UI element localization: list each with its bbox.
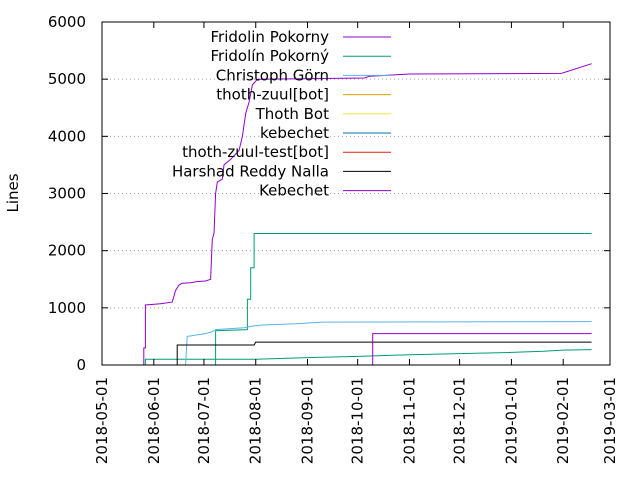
series-line-0: [143, 63, 592, 365]
legend-label: thoth-zuul[bot]: [216, 86, 329, 104]
legend-label: Kebechet: [259, 182, 329, 200]
legend-label: kebechet: [260, 124, 329, 142]
y-tick-label: 5000: [48, 70, 86, 88]
series-line-2: [185, 321, 592, 366]
series-line-1: [185, 233, 592, 366]
series-line-extra: [144, 349, 592, 365]
grid-lines: [102, 78, 610, 309]
y-tick-label: 2000: [48, 242, 86, 260]
x-tick-label: 2018-12-01: [451, 377, 469, 464]
y-axis-label: Lines: [4, 173, 22, 212]
y-tick-label: 4000: [48, 127, 86, 145]
legend-label: Fridolin Pokorny: [211, 28, 330, 46]
x-tick-label: 2018-10-01: [349, 377, 367, 464]
x-axis-ticks: 2018-05-01 2018-06-01 2018-07-01 2018-08-01…: [93, 22, 619, 464]
series-line-8: [372, 333, 592, 365]
y-tick-label: 3000: [48, 185, 86, 203]
y-tick-label: 0: [76, 356, 86, 374]
legend-label: Christoph Görn: [216, 66, 329, 84]
x-tick-label: 2019-01-01: [502, 377, 520, 464]
y-tick-label: 6000: [48, 13, 86, 31]
x-tick-label: 2019-03-01: [601, 377, 619, 464]
legend-label: Harshad Reddy Nalla: [172, 162, 329, 180]
x-tick-label: 2018-11-01: [400, 377, 418, 464]
x-tick-label: 2018-05-01: [93, 377, 111, 464]
legend-label: thoth-zuul-test[bot]: [182, 143, 329, 161]
legend-label: Thoth Bot: [255, 105, 329, 123]
series-line-7: [176, 341, 592, 365]
y-axis-ticks: 0 1000 2000 3000 4000 5000 6000: [48, 13, 610, 374]
x-tick-label: 2018-09-01: [299, 377, 317, 464]
x-tick-label: 2019-02-01: [554, 377, 572, 464]
x-tick-label: 2018-07-01: [195, 377, 213, 464]
x-tick-label: 2018-08-01: [247, 377, 265, 464]
legend-label: Fridolín Pokorný: [211, 47, 330, 65]
x-tick-label: 2018-06-01: [145, 377, 163, 464]
y-tick-label: 1000: [48, 299, 86, 317]
